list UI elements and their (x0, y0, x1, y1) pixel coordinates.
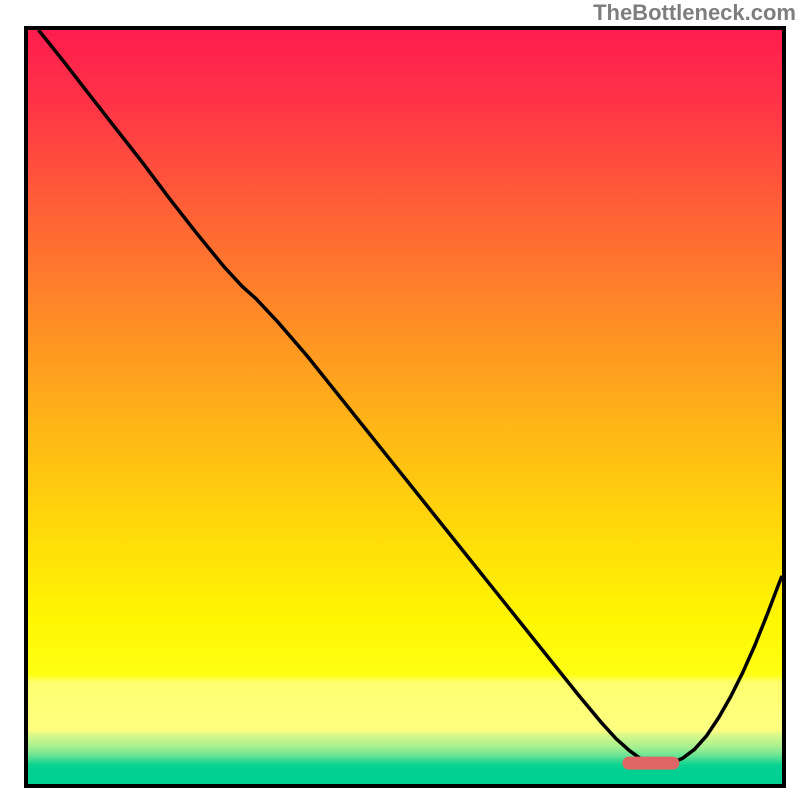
optimal-range-marker (622, 756, 679, 769)
chart-plot-area (24, 26, 786, 788)
chart-curve-svg (28, 30, 782, 784)
bottleneck-curve (39, 30, 782, 764)
watermark-text: TheBottleneck.com (593, 0, 796, 26)
